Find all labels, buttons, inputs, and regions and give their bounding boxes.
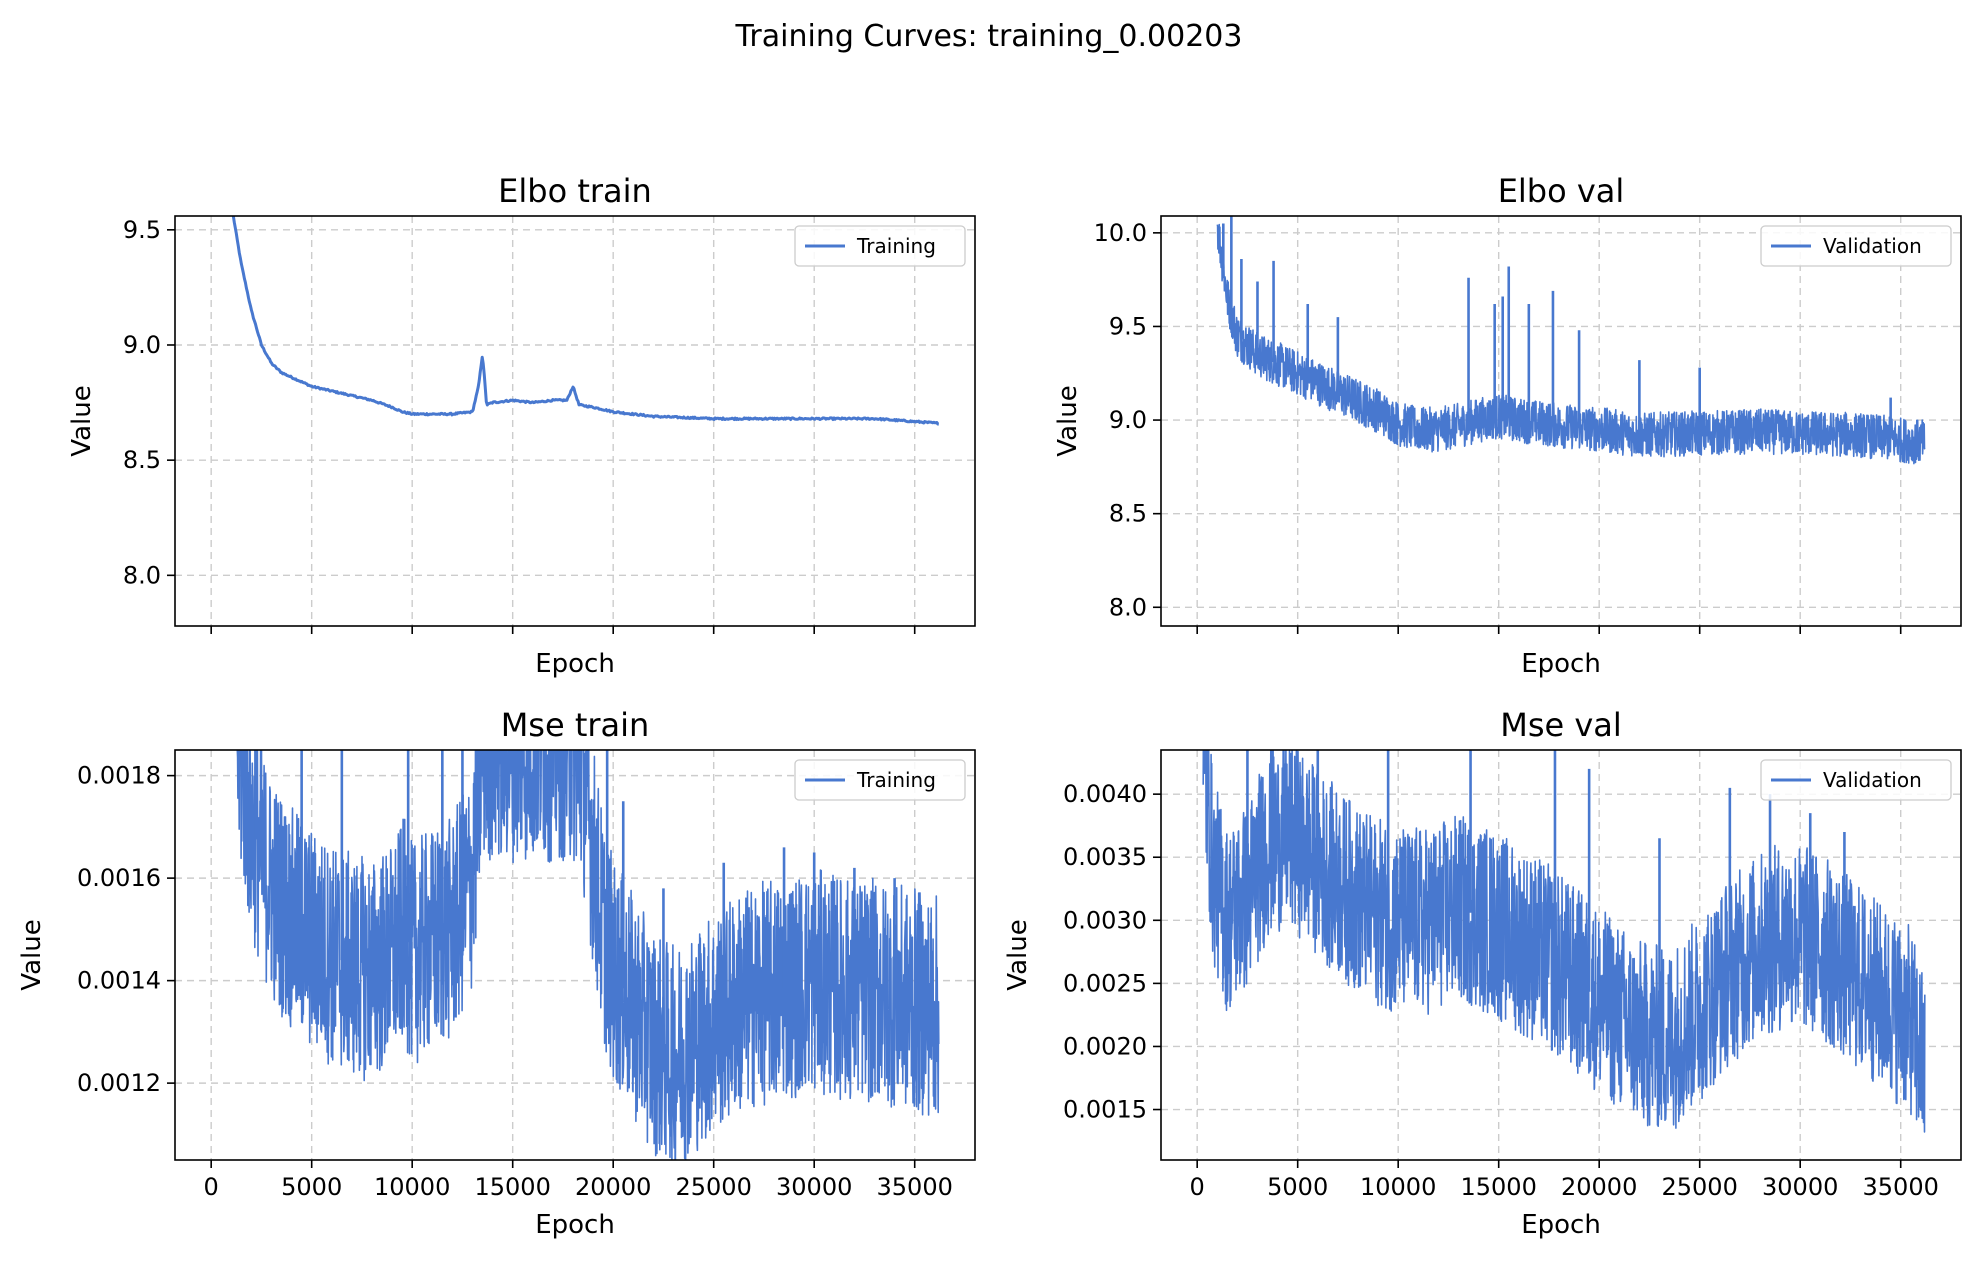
legend-box	[1760, 225, 1952, 267]
x-tick-label: 20000	[1561, 1173, 1637, 1201]
y-tick-label: 10.0	[1094, 219, 1147, 247]
y-tick-label: 9.5	[1109, 312, 1147, 340]
chart-elbo-train: 8.0 8.5 9.0 9.5 Elbo train Epoch Value Training	[67, 172, 976, 679]
y-axis-label: Value	[1053, 385, 1083, 456]
y-tick-label: 0.0025	[1063, 969, 1147, 997]
x-tick-label: 15000	[475, 1173, 551, 1201]
x-tick-label: 20000	[575, 1173, 651, 1201]
x-tick-label: 25000	[676, 1173, 752, 1201]
y-axis-label: Value	[17, 919, 47, 990]
legend: Training	[794, 759, 966, 801]
y-tick-label: 8.0	[1109, 593, 1147, 621]
y-axis-label: Value	[1003, 919, 1033, 990]
x-tick-label: 30000	[1762, 1173, 1838, 1201]
legend-box	[794, 225, 966, 267]
y-tick-label: 9.5	[123, 216, 161, 244]
x-tick-label: 10000	[374, 1173, 450, 1201]
chart-title: Mse val	[1500, 706, 1622, 744]
legend: Validation	[1760, 225, 1952, 267]
y-tick-label: 8.5	[123, 446, 161, 474]
axes-frame	[1160, 749, 1962, 1161]
x-tick-label: 30000	[776, 1173, 852, 1201]
y-tick-label: 0.0040	[1063, 780, 1147, 808]
y-tick-label: 9.0	[1109, 406, 1147, 434]
y-tick-label: 0.0015	[1063, 1096, 1147, 1124]
chart-mse-train: 0 5000 10000 15000 20000 25000 30000 35000 0.001…	[17, 706, 976, 1240]
y-tick-label: 0.0035	[1063, 843, 1147, 871]
x-tick-label: 0	[204, 1173, 219, 1201]
x-tick-label: 35000	[877, 1173, 953, 1201]
series-line-training	[236, 750, 940, 1160]
series-line-training	[231, 216, 940, 426]
chart-title: Elbo train	[498, 172, 652, 210]
legend-label: Validation	[1823, 768, 1922, 792]
y-tick-label: 0.0014	[77, 967, 161, 995]
legend: Validation	[1760, 759, 1952, 801]
series-line-validation	[1216, 223, 1926, 465]
x-axis-label: Epoch	[1521, 1210, 1601, 1240]
chart-elbo-val: 8.0 8.5 9.0 9.5 10.0 Elbo val Epoch Value Valida…	[1053, 172, 1962, 679]
x-axis-label: Epoch	[1521, 649, 1601, 679]
y-tick-label: 0.0018	[77, 762, 161, 790]
x-tick-label: 10000	[1360, 1173, 1436, 1201]
legend-box	[1760, 759, 1952, 801]
y-tick-label: 8.5	[1109, 500, 1147, 528]
y-tick-label: 0.0020	[1063, 1032, 1147, 1060]
axes-frame	[174, 749, 976, 1161]
legend: Training	[794, 225, 966, 267]
x-axis-label: Epoch	[535, 649, 615, 679]
y-tick-label: 8.0	[123, 561, 161, 589]
y-tick-label: 0.0030	[1063, 906, 1147, 934]
x-tick-label: 5000	[281, 1173, 342, 1201]
axes-frame	[1160, 215, 1962, 627]
y-tick-label: 0.0016	[77, 864, 161, 892]
x-tick-label: 5000	[1267, 1173, 1328, 1201]
chart-title: Mse train	[501, 706, 650, 744]
legend-label: Training	[856, 768, 936, 792]
x-tick-label: 15000	[1461, 1173, 1537, 1201]
x-tick-label: 25000	[1662, 1173, 1738, 1201]
chart-title: Elbo val	[1498, 172, 1625, 210]
x-tick-label: 35000	[1863, 1173, 1939, 1201]
x-axis-label: Epoch	[535, 1210, 615, 1240]
legend-box	[794, 759, 966, 801]
series-line-validation	[1202, 750, 1926, 1133]
chart-mse-val: 0 5000 10000 15000 20000 25000 30000 35000 0.001…	[1003, 706, 1962, 1240]
y-tick-label: 0.0012	[77, 1069, 161, 1097]
y-axis-label: Value	[67, 385, 97, 456]
axes-frame	[174, 215, 976, 627]
figure-suptitle: Training Curves: training_0.00203	[735, 19, 1243, 54]
legend-label: Validation	[1823, 234, 1922, 258]
y-tick-label: 9.0	[123, 331, 161, 359]
legend-label: Training	[856, 234, 936, 258]
x-tick-label: 0	[1190, 1173, 1205, 1201]
